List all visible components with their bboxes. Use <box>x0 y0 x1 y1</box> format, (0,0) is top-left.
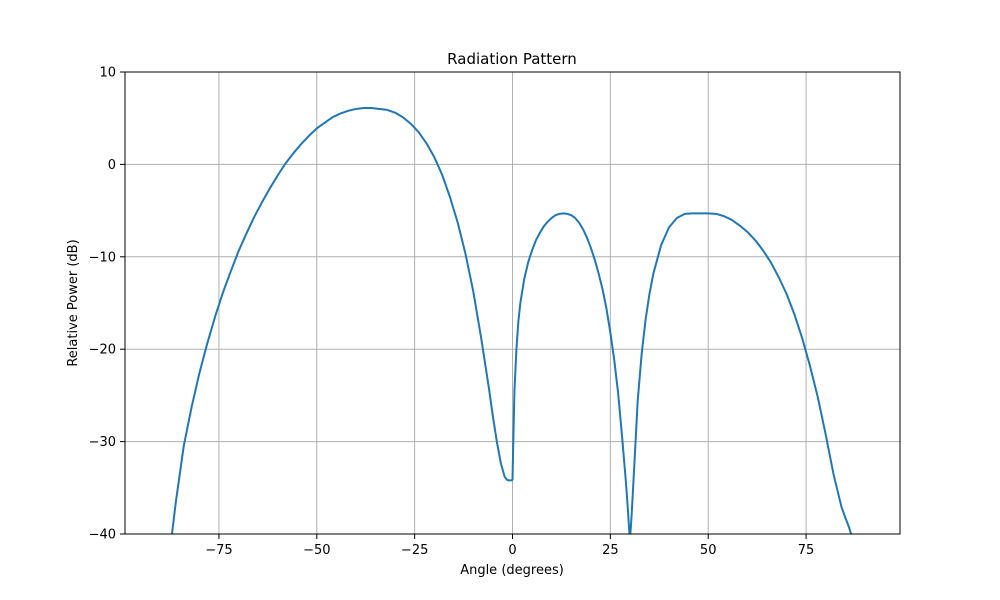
x-tick-label: −25 <box>401 543 428 558</box>
y-tick-label: 0 <box>108 158 116 173</box>
x-tick-label: 0 <box>508 543 516 558</box>
ticks: −75 −50 −25 0 25 50 75 −40 −30 −20 −10 0 10 <box>89 66 815 559</box>
x-tick-label: 50 <box>700 543 717 558</box>
y-tick-label: −40 <box>89 528 116 543</box>
plot-area <box>170 107 853 534</box>
x-tick-label: −50 <box>303 543 330 558</box>
y-tick-label: −20 <box>89 343 116 358</box>
y-tick-label: −10 <box>89 250 116 265</box>
x-tick-label: −75 <box>205 543 232 558</box>
y-tick-label: −30 <box>89 435 116 450</box>
x-axis-label: Angle (degrees) <box>460 563 564 578</box>
chart-title: Radiation Pattern <box>447 50 577 68</box>
y-axis-label: Relative Power (dB) <box>66 239 81 366</box>
y-tick-label: 10 <box>99 66 116 81</box>
x-tick-label: 25 <box>602 543 619 558</box>
series-line <box>170 107 853 534</box>
x-tick-label: 75 <box>798 543 815 558</box>
